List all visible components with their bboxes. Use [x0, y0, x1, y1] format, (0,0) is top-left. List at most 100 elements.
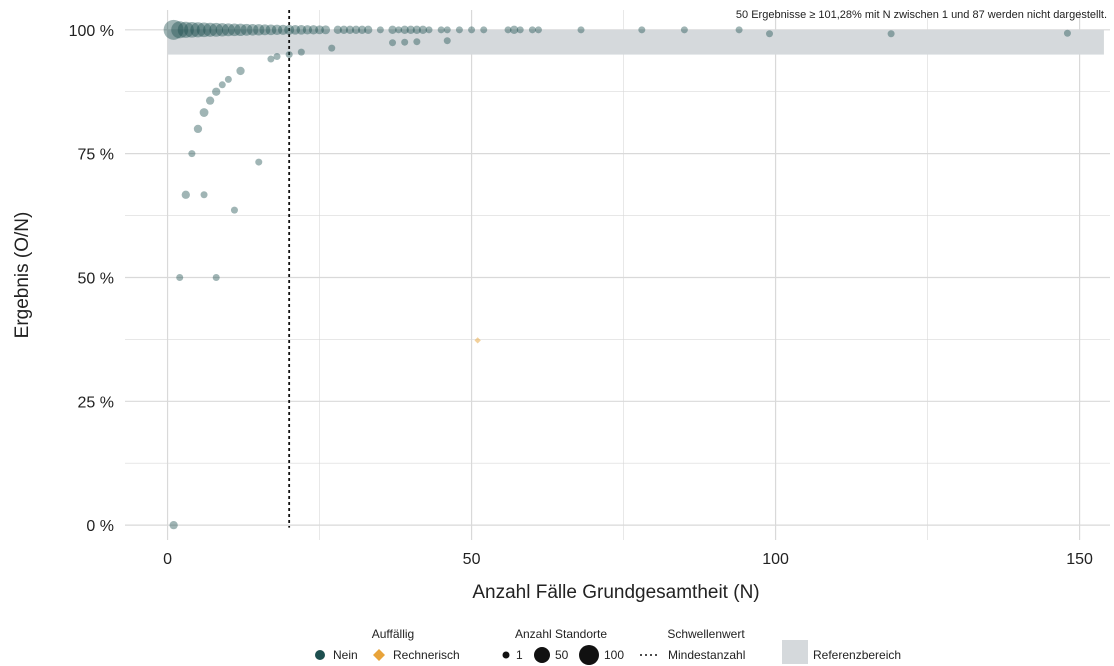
point-nein — [389, 39, 397, 47]
point-nein — [230, 206, 238, 214]
y-tick-label: 25 % — [78, 394, 114, 411]
chart-note: 50 Ergebnisse ≥ 101,28% mit N zwischen 1… — [736, 9, 1107, 21]
legend-title-auffaellig: Auffällig — [372, 627, 414, 641]
point-nein — [221, 23, 235, 37]
point-nein — [887, 30, 895, 38]
point-nein — [534, 26, 542, 34]
point-nein — [273, 53, 281, 61]
point-nein — [735, 26, 743, 34]
point-nein — [193, 124, 203, 134]
point-nein — [246, 24, 259, 36]
legend-title-anzahl: Anzahl Standorte — [515, 627, 607, 641]
legend-label-size-1: 1 — [516, 648, 523, 662]
point-nein — [205, 96, 215, 105]
x-tick-label: 150 — [1066, 551, 1093, 568]
point-nein — [406, 25, 415, 34]
point-nein — [418, 25, 428, 34]
point-nein — [176, 273, 184, 281]
point-nein — [212, 87, 221, 96]
y-tick-label: 100 % — [69, 23, 114, 40]
x-tick-label: 50 — [463, 551, 481, 568]
point-nein — [259, 24, 271, 36]
point-nein — [315, 25, 324, 35]
point-nein — [638, 26, 646, 34]
point-nein — [277, 24, 289, 35]
point-nein — [284, 24, 295, 35]
point-nein — [509, 25, 519, 34]
legend-title-schwellenwert: Schwellenwert — [667, 627, 745, 641]
y-axis-title: Ergebnis (O/N) — [12, 212, 33, 339]
point-nein — [169, 520, 178, 530]
legend-swatch-nein — [315, 650, 325, 660]
point-nein — [200, 191, 208, 199]
point-nein — [412, 25, 422, 34]
point-nein — [184, 21, 200, 38]
point-nein — [443, 26, 451, 34]
point-nein — [376, 26, 384, 34]
point-nein — [177, 21, 194, 38]
point-nein — [413, 38, 421, 46]
legend-label-rechnerisch: Rechnerisch — [393, 648, 460, 662]
point-nein — [443, 37, 451, 45]
point-nein — [212, 273, 220, 281]
point-nein — [203, 22, 218, 37]
point-nein — [333, 25, 342, 34]
legend-label-size-100: 100 — [604, 648, 624, 662]
point-nein — [296, 25, 307, 35]
point-nein — [351, 25, 361, 34]
legend-label-nein: Nein — [333, 648, 358, 662]
legend-size-50 — [534, 647, 550, 663]
point-nein — [328, 44, 336, 52]
point-nein — [271, 24, 283, 36]
data-points — [163, 19, 1071, 530]
point-nein — [255, 158, 263, 166]
point-rechnerisch — [474, 337, 481, 344]
point-nein — [468, 26, 476, 34]
legend-swatch-rechnerisch — [373, 649, 385, 661]
point-nein — [364, 25, 373, 34]
point-nein — [528, 26, 536, 34]
y-tick-label: 50 % — [78, 270, 114, 287]
point-nein — [190, 22, 206, 38]
point-nein — [401, 38, 409, 46]
point-nein — [188, 150, 196, 158]
point-nein — [181, 190, 190, 199]
point-nein — [236, 66, 245, 76]
point-nein — [437, 26, 445, 34]
point-nein — [357, 25, 367, 34]
point-nein — [766, 30, 774, 38]
point-nein — [199, 108, 209, 117]
point-nein — [302, 25, 313, 35]
point-nein — [285, 51, 293, 59]
legend-size-1 — [502, 651, 510, 659]
point-nein — [345, 25, 355, 34]
point-nein — [163, 19, 184, 40]
reference-band — [167, 29, 1104, 55]
point-nein — [516, 26, 524, 34]
point-nein — [297, 48, 305, 56]
reference-range-band — [167, 29, 1104, 55]
legend-label-size-50: 50 — [555, 648, 569, 662]
point-nein — [228, 23, 241, 37]
point-nein — [224, 75, 232, 83]
point-nein — [240, 23, 253, 36]
y-tick-label: 0 % — [86, 518, 114, 535]
point-nein — [321, 25, 331, 35]
point-nein — [455, 26, 463, 34]
point-nein — [215, 23, 229, 37]
point-nein — [171, 21, 189, 39]
point-nein — [680, 26, 688, 34]
legend-size-100 — [579, 645, 599, 665]
point-nein — [339, 25, 349, 34]
legend-label-referenzbereich: Referenzbereich — [813, 648, 901, 662]
point-nein — [395, 26, 403, 34]
point-nein — [504, 26, 512, 34]
x-axis-title: Anzahl Fälle Grundgesamtheit (N) — [472, 582, 759, 603]
point-nein — [253, 24, 265, 36]
x-tick-label: 0 — [163, 551, 172, 568]
point-nein — [577, 26, 585, 34]
point-nein — [308, 25, 319, 35]
point-nein — [400, 25, 409, 34]
point-nein — [290, 25, 301, 35]
